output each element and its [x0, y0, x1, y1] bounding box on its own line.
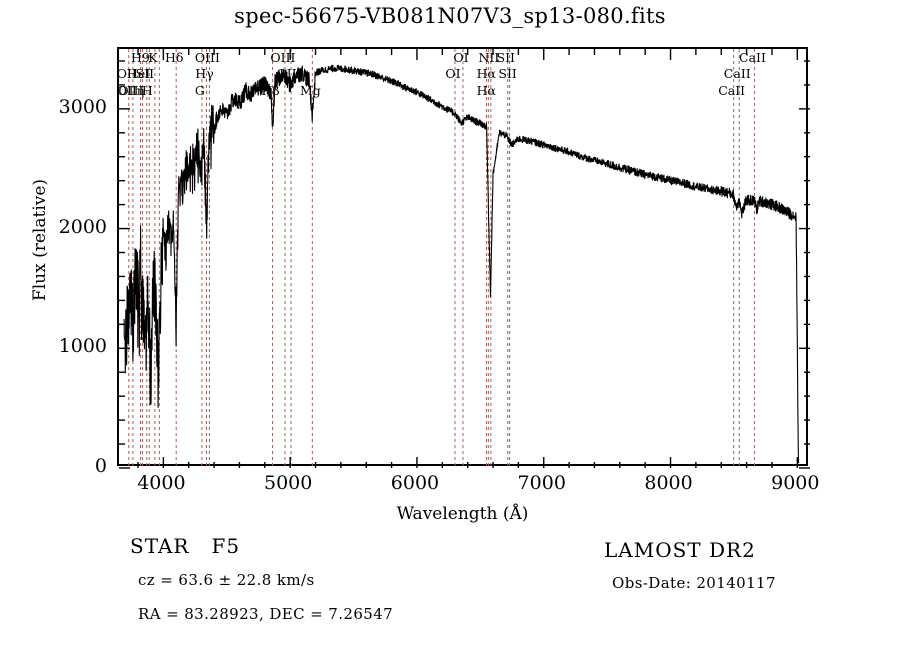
x-tick-label-6000: 6000 [390, 472, 440, 494]
axis-ticks [119, 49, 810, 469]
x-tick-label-7000: 7000 [517, 472, 566, 494]
line-label-CaII-8542: CaII [723, 66, 751, 81]
line-label-H-6563: Hα [476, 66, 496, 81]
coordinates-label: RA = 83.28923, DEC = 7.26547 [138, 605, 394, 623]
spectral-class-label: F5 [211, 534, 241, 558]
line-marker-layer [128, 49, 755, 468]
line-label-H-6563: Hα [476, 83, 496, 98]
line-label-K-3933: K [148, 50, 158, 65]
y-tick-label-2000: 2000 [58, 215, 107, 238]
page-title: spec-56675-VB081N07V3_sp13-080.fits [234, 4, 666, 28]
line-label-SII-3870: SII [135, 66, 155, 81]
line-label-SII-6716: SII [496, 50, 515, 65]
line-label-SII-6731: SII [498, 66, 517, 81]
y-tick-label-3000: 3000 [58, 95, 107, 118]
line-label-OI-6363: OI [453, 50, 469, 65]
line-label--3835: η [136, 83, 145, 98]
x-axis-tick-labels: 4000 5000 6000 7000 8000 9000 [117, 472, 819, 500]
line-label-HeI-3820: HeI [126, 66, 151, 81]
line-label-CaII-8498: CaII [718, 83, 746, 98]
y-tick-label-0: 0 [94, 455, 107, 477]
x-tick-label-9000: 9000 [771, 472, 820, 494]
spectrum-curve [123, 64, 800, 464]
line-label-G-4304: G [194, 83, 205, 98]
line-label-OIII-5007: OIII [276, 66, 302, 81]
line-label-OI-6300: OI [445, 66, 461, 81]
survey-label: LAMOST DR2 [604, 538, 756, 562]
line-label-H-4340: Hγ [195, 66, 214, 81]
line-label-H-4861: Hβ [261, 83, 280, 98]
y-axis-tick-labels: 0 1000 2000 3000 [0, 47, 115, 477]
line-label-H9-3835: H9 [131, 50, 150, 65]
plot-canvas [119, 49, 810, 469]
plot-area [117, 47, 810, 469]
line-label-OII-3727: OII [116, 66, 137, 81]
y-tick-label-1000: 1000 [58, 335, 107, 358]
cz-label: cz = 63.6 ± 22.8 km/s [138, 571, 315, 589]
line-label-OIII-3760: OIII [118, 83, 144, 98]
obs-date-label: Obs-Date: 20140117 [612, 574, 776, 592]
line-label-OIII-4959: OIII [270, 50, 296, 65]
y-axis-title: Flux (relative) [30, 178, 50, 302]
line-label-NII-6583: NII [478, 50, 500, 65]
line-label-Mg-5175: Mg [299, 83, 321, 98]
line-label-OII-3727: OII [116, 83, 137, 98]
x-tick-label-5000: 5000 [263, 472, 313, 494]
x-axis-title: Wavelength (Å) [396, 504, 529, 524]
x-tick-label-4000: 4000 [137, 472, 186, 494]
line-label-OIII-4363: OIII [194, 50, 220, 65]
line-label-H-4101: Hδ [164, 50, 184, 65]
object-type-label: STAR F5 [130, 534, 241, 558]
line-label-H-3889: H [141, 83, 153, 98]
x-tick-label-8000: 8000 [644, 472, 693, 494]
line-label-CaII-8662: CaII [739, 50, 766, 65]
